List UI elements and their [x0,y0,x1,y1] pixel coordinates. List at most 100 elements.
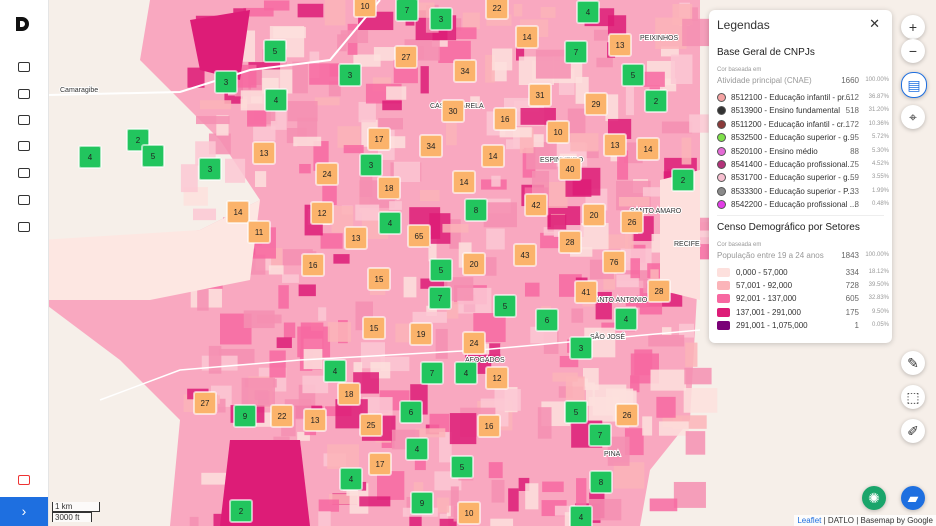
cluster-marker[interactable]: 14 [226,200,250,224]
expand-button[interactable]: › [0,497,48,526]
cluster-marker[interactable]: 7 [564,40,588,64]
cluster-marker[interactable]: 5 [263,39,287,63]
cluster-marker[interactable]: 30 [441,99,465,123]
chat-button[interactable]: ▰ [901,486,925,510]
cluster-marker[interactable]: 10 [546,120,570,144]
cluster-marker[interactable]: 2 [229,499,253,523]
export-button[interactable] [18,195,30,205]
cluster-marker[interactable]: 40 [558,157,582,181]
cluster-marker[interactable]: 10 [457,501,481,525]
close-button[interactable]: ✕ [869,16,880,31]
cluster-marker[interactable]: 4 [614,307,638,331]
map-button[interactable] [18,115,30,125]
cluster-marker[interactable]: 65 [407,224,431,248]
cluster-marker[interactable]: 7 [588,423,612,447]
cluster-marker[interactable]: 14 [452,170,476,194]
cluster-marker[interactable]: 7 [428,286,452,310]
cluster-marker[interactable]: 6 [399,400,423,424]
cluster-marker[interactable]: 13 [344,226,368,250]
cluster-marker[interactable]: 4 [378,211,402,235]
cluster-marker[interactable]: 17 [368,452,392,476]
cluster-marker[interactable]: 4 [264,88,288,112]
cluster-marker[interactable]: 5 [450,455,474,479]
zoom-in[interactable]: + [901,15,925,39]
cluster-marker[interactable]: 14 [636,137,660,161]
cluster-marker[interactable]: 8 [464,198,488,222]
cluster-marker[interactable]: 14 [481,144,505,168]
home-button[interactable] [18,222,30,232]
cluster-marker[interactable]: 9 [410,491,434,515]
cluster-marker[interactable]: 42 [524,193,548,217]
cluster-marker[interactable]: 12 [485,366,509,390]
cluster-marker[interactable]: 26 [615,403,639,427]
cluster-marker[interactable]: 13 [608,33,632,57]
cluster-marker[interactable]: 20 [462,252,486,276]
cluster-marker[interactable]: 5 [141,144,165,168]
cluster-marker[interactable]: 11 [247,220,271,244]
cluster-marker[interactable]: 22 [485,0,509,20]
cluster-marker[interactable]: 22 [270,404,294,428]
cluster-marker[interactable]: 2 [644,89,668,113]
cluster-marker[interactable]: 26 [620,210,644,234]
cluster-marker[interactable]: 3 [359,153,383,177]
chart-button[interactable] [18,141,30,151]
cluster-marker[interactable]: 6 [535,308,559,332]
cluster-marker[interactable]: 16 [301,253,325,277]
cluster-marker[interactable]: 4 [339,467,363,491]
cluster-marker[interactable]: 28 [558,230,582,254]
cluster-marker[interactable]: 5 [493,294,517,318]
cluster-marker[interactable]: 25 [359,413,383,437]
edit-tool[interactable]: ✎ [901,351,925,375]
map-tool[interactable]: ⌖ [901,105,925,129]
cluster-marker[interactable]: 13 [252,141,276,165]
cluster-marker[interactable]: 34 [453,59,477,83]
cluster-marker[interactable]: 3 [569,336,593,360]
folder-button[interactable] [18,89,30,99]
cluster-marker[interactable]: 8 [589,470,613,494]
cluster-marker[interactable]: 5 [429,258,453,282]
cluster-marker[interactable]: 27 [394,45,418,69]
logout-button[interactable] [18,475,30,485]
cluster-marker[interactable]: 15 [362,316,386,340]
cluster-marker[interactable]: 10 [353,0,377,18]
cluster-marker[interactable]: 16 [493,107,517,131]
cluster-marker[interactable]: 29 [584,92,608,116]
cluster-marker[interactable]: 7 [395,0,419,22]
cluster-marker[interactable]: 15 [367,267,391,291]
cluster-marker[interactable]: 19 [409,322,433,346]
cluster-marker[interactable]: 5 [564,400,588,424]
cluster-marker[interactable]: 18 [337,382,361,406]
cluster-marker[interactable]: 28 [647,279,671,303]
cluster-marker[interactable]: 2 [671,168,695,192]
cluster-marker[interactable]: 17 [367,127,391,151]
cluster-marker[interactable]: 3 [429,7,453,31]
cluster-marker[interactable]: 4 [405,437,429,461]
cluster-marker[interactable]: 9 [233,404,257,428]
cluster-marker[interactable]: 3 [214,70,238,94]
cluster-marker[interactable]: 20 [582,203,606,227]
cluster-marker[interactable]: 3 [198,157,222,181]
cluster-marker[interactable]: 4 [78,145,102,169]
cluster-marker[interactable]: 4 [569,505,593,526]
cluster-marker[interactable]: 4 [323,359,347,383]
cluster-marker[interactable]: 14 [515,25,539,49]
cluster-marker[interactable]: 13 [303,408,327,432]
cluster-marker[interactable]: 12 [310,201,334,225]
cluster-marker[interactable]: 24 [462,331,486,355]
select-tool[interactable]: ⬚ [901,385,925,409]
cluster-marker[interactable]: 4 [454,361,478,385]
cluster-marker[interactable]: 27 [193,391,217,415]
assistant-button[interactable]: ✺ [862,486,886,510]
cluster-marker[interactable]: 5 [621,63,645,87]
cluster-marker[interactable]: 16 [477,414,501,438]
zoom-out[interactable]: − [901,39,925,63]
grid-button[interactable] [18,168,30,178]
cluster-marker[interactable]: 31 [528,83,552,107]
legend-toggle[interactable]: ▤ [901,72,927,98]
cluster-marker[interactable]: 4 [576,0,600,24]
draw-tool[interactable]: ✐ [901,419,925,443]
cluster-marker[interactable]: 34 [419,134,443,158]
layers-button[interactable] [18,62,30,72]
cluster-marker[interactable]: 13 [603,133,627,157]
cluster-marker[interactable]: 3 [338,63,362,87]
